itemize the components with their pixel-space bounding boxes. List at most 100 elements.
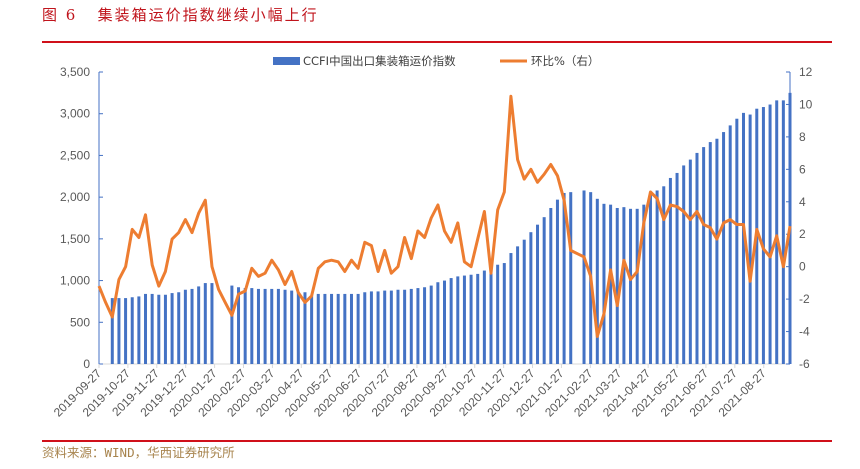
right-axis-tick-label: 6 [799,162,806,176]
bar [476,273,480,364]
left-axis-tick-label: 1,000 [60,274,90,288]
bar [203,283,207,364]
bar [150,293,154,364]
bar [722,132,726,364]
bar [376,291,380,364]
bar [609,204,613,364]
bar [270,288,274,364]
top-rule [42,41,832,43]
bar [190,288,194,364]
bar [383,290,387,364]
bar [296,292,300,364]
bar [243,288,247,364]
bar [728,125,732,364]
right-axis-tick-label: 12 [799,65,813,79]
bar [735,118,739,364]
bottom-rule [42,440,832,442]
bar [290,290,294,364]
bar [356,293,360,364]
bar [323,293,327,364]
bar [263,288,267,364]
right-axis-tick-label: 0 [799,260,806,274]
bar [555,199,559,364]
bar [469,274,473,364]
bar [702,147,706,364]
bar [456,276,460,364]
bar [197,286,201,364]
bar [449,278,453,364]
bar [170,293,174,364]
bar [741,112,745,364]
bar [675,172,679,364]
bar [177,292,181,364]
bar [117,298,121,364]
right-axis-tick-label: -6 [799,357,810,371]
right-axis-tick-label: -2 [799,292,810,306]
bar [662,186,666,364]
bar [276,288,280,364]
bar [316,293,320,364]
bar [349,293,353,364]
right-axis-tick-label: 10 [799,97,813,111]
bar [635,208,639,364]
bar [489,268,493,364]
bar [130,297,134,364]
bar [336,293,340,364]
bar [595,198,599,364]
bar [310,295,314,364]
bar [183,289,187,364]
bar-series [110,92,792,364]
bar [124,298,128,364]
line-series [97,94,792,338]
bar [110,298,114,364]
bar [622,207,626,364]
left-axis-tick-label: 3,500 [60,65,90,79]
bar [768,104,772,364]
left-axis-tick-label: 0 [83,357,90,371]
bar [582,190,586,364]
left-axis-tick-label: 1,500 [60,232,90,246]
bar [536,224,540,364]
right-axis-tick-label: 8 [799,130,806,144]
bar [615,207,619,364]
bar [642,204,646,364]
bar [462,275,466,364]
bar [144,293,148,364]
bar [569,192,573,364]
bar [416,288,420,364]
bar [509,253,513,364]
bar [283,289,287,364]
bar [775,100,779,364]
bar [303,292,307,364]
bar [682,165,686,364]
bar [256,288,260,364]
bar [157,294,161,364]
bar [542,217,546,364]
bar [655,190,659,364]
bar [237,287,241,364]
bar [343,293,347,364]
bar [529,232,533,364]
bar [522,239,526,364]
bar [436,282,440,364]
bar [688,159,692,364]
bar [163,294,167,364]
figure-title: 图 6 集装箱运价指数继续小幅上行 [42,6,319,24]
bar [423,287,427,364]
bar [363,292,367,364]
bar [695,152,699,364]
bar [549,207,553,364]
mom-change-line [97,94,792,338]
bar [748,114,752,364]
source-note: 资料来源：WIND，华西证券研究所 [42,445,235,460]
bar [230,285,234,364]
bar [250,288,254,364]
left-axis-tick-label: 2,000 [60,190,90,204]
bar [496,264,500,364]
right-axis-tick-label: 2 [799,227,806,241]
bar [648,192,652,364]
bar [668,177,672,364]
bar [403,289,407,364]
bar [429,285,433,364]
